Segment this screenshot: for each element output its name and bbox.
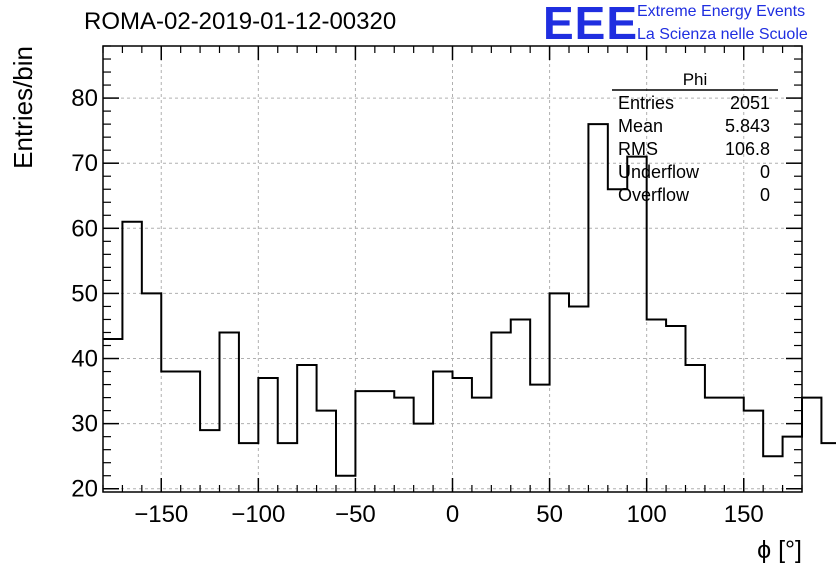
histogram-bin <box>122 222 141 492</box>
y-tick-label: 40 <box>71 346 98 373</box>
histogram-bin <box>433 372 452 492</box>
histogram-bin <box>511 319 530 492</box>
stats-label: Entries <box>618 93 675 113</box>
x-tick-label: −100 <box>231 501 285 528</box>
histogram-bin <box>317 411 336 492</box>
y-tick-label: 80 <box>71 85 98 112</box>
histogram-bin <box>550 293 569 492</box>
histogram-bin <box>161 372 180 492</box>
y-tick-label: 30 <box>71 411 98 438</box>
y-tick-label: 50 <box>71 280 98 307</box>
stats-value: 0 <box>759 162 770 182</box>
stats-value: 2051 <box>729 93 770 113</box>
histogram-bin <box>530 385 549 492</box>
x-tick-label: 50 <box>536 501 563 528</box>
histogram-bin <box>608 189 627 492</box>
histogram-step-line <box>103 123 836 477</box>
y-tick-label: 20 <box>71 476 98 503</box>
histogram-bin <box>355 391 374 492</box>
stats-row-underflow: Underflow 0 <box>618 162 770 184</box>
histogram-bin <box>472 398 491 492</box>
histogram-bin <box>220 332 239 492</box>
x-axis-label: ϕ [°] <box>757 536 802 564</box>
stats-row-overflow: Overflow 0 <box>618 185 770 207</box>
histogram-bin <box>181 372 200 492</box>
histogram-bin <box>686 365 705 492</box>
histogram-bin <box>278 443 297 492</box>
histogram-bin <box>200 430 219 492</box>
stats-value: 5.843 <box>724 116 770 136</box>
stats-value: 106.8 <box>724 139 770 159</box>
histogram-bin <box>142 293 161 492</box>
histogram-bin <box>763 456 782 492</box>
tick-labels: −150 −100 −50 0 50 100 150 20 30 40 50 60 70 80 <box>71 85 763 528</box>
histogram-bin <box>783 437 802 492</box>
page-title: ROMA-02-2019-01-12-00320 <box>84 8 397 35</box>
histogram-bin <box>744 411 763 492</box>
histogram-bin <box>375 391 394 492</box>
histogram-bin <box>802 398 821 492</box>
logo-subtitle-2: La Scienza nelle Scuole <box>637 26 808 43</box>
logo-subtitle-1: Extreme Energy Events <box>637 3 806 20</box>
stats-label: Overflow <box>618 185 690 205</box>
stats-row-mean: Mean 5.843 <box>618 116 770 138</box>
stats-box-title: Phi <box>682 70 708 89</box>
x-tick-label: 150 <box>724 501 764 528</box>
histogram-bin <box>821 443 836 492</box>
y-tick-label: 60 <box>71 215 98 242</box>
histogram-bin <box>453 378 472 492</box>
histogram-bin <box>724 398 743 492</box>
stats-row-rms: RMS 106.8 <box>618 139 770 161</box>
histogram-bin <box>569 306 588 492</box>
histogram-bin <box>588 124 607 492</box>
x-tick-label: 0 <box>446 501 459 528</box>
eee-logo: EEE <box>543 0 639 49</box>
histogram-bin <box>394 398 413 492</box>
stats-label: RMS <box>618 139 658 159</box>
histogram-bin <box>336 476 355 492</box>
histogram-bin <box>414 424 433 492</box>
x-tick-label: −150 <box>134 501 188 528</box>
axis-ticks <box>102 45 803 492</box>
histogram-bin <box>647 319 666 492</box>
histogram-bin <box>491 332 510 492</box>
x-tick-label: −50 <box>335 501 376 528</box>
histogram-bin <box>103 339 122 492</box>
histogram-bin <box>258 378 277 492</box>
stats-row-entries: Entries 2051 <box>618 93 770 115</box>
y-axis-label: Entries/bin <box>8 46 38 169</box>
histogram-bin <box>705 398 724 492</box>
stats-value: 0 <box>759 185 770 205</box>
stats-label: Underflow <box>618 162 700 182</box>
x-tick-label: 100 <box>627 501 667 528</box>
histogram-bin <box>239 443 258 492</box>
histogram-bin <box>666 326 685 492</box>
y-tick-label: 70 <box>71 150 98 177</box>
stats-label: Mean <box>618 116 664 136</box>
histogram-bin <box>297 365 316 492</box>
